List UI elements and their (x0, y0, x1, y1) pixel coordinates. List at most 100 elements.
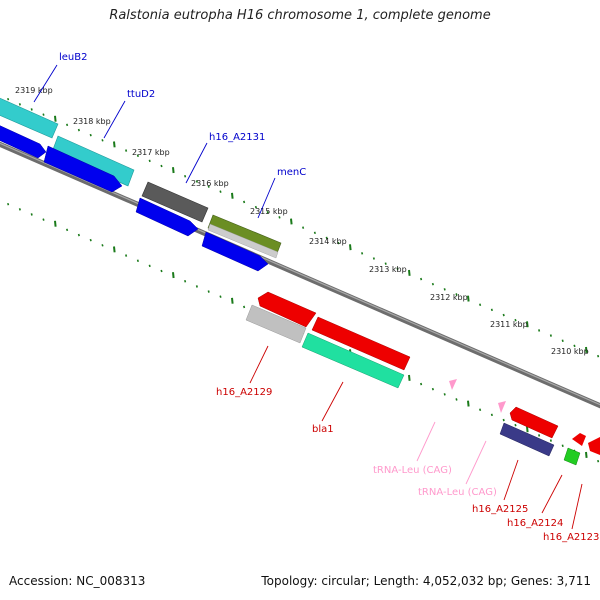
cds-red-h16-a2123[interactable] (572, 433, 586, 446)
minor-tick (42, 218, 45, 221)
minor-tick (184, 279, 187, 283)
gene-label-trna-leu-2[interactable]: tRNA-Leu (CAG) (418, 487, 497, 498)
gene-feature-h16-a2131[interactable] (141, 181, 209, 223)
cds-red-2[interactable] (311, 316, 411, 371)
major-tick (54, 115, 57, 122)
kbp-labels: 2319 kbp 2318 kbp 2317 kbp 2316 kbp 2315… (15, 86, 589, 356)
minor-tick (219, 190, 222, 193)
minor-tick (148, 264, 151, 268)
minor-tick (431, 282, 434, 286)
minor-tick (160, 164, 163, 168)
gene-feature-green[interactable] (563, 447, 581, 466)
minor-tick (514, 318, 517, 322)
gene-label-menC[interactable]: menC (277, 167, 306, 178)
major-tick (408, 374, 411, 381)
minor-tick (514, 423, 517, 427)
gene-label-leuB2[interactable]: leuB2 (59, 52, 88, 63)
gene-feature-bla1[interactable] (301, 332, 405, 389)
gene-label-trna-leu-1[interactable]: tRNA-Leu (CAG) (373, 465, 452, 476)
cds-blue-3[interactable] (135, 197, 199, 237)
minor-tick (597, 459, 600, 463)
gene-feature-gray-forward[interactable] (207, 223, 279, 259)
gene-label-h16-a2131[interactable]: h16_A2131 (209, 132, 265, 143)
minor-tick (443, 288, 446, 291)
cds-red-h16-a2125[interactable] (509, 406, 559, 439)
minor-tick (490, 308, 493, 312)
trna-leu-1[interactable] (449, 379, 457, 390)
minor-tick (313, 231, 316, 235)
kbp-label: 2319 kbp (15, 86, 53, 95)
gene-label-h16-a2124[interactable]: h16_A2124 (507, 518, 563, 529)
minor-tick (89, 133, 92, 137)
kbp-label: 2316 kbp (191, 179, 229, 188)
minor-tick (278, 216, 281, 219)
minor-tick (195, 180, 198, 183)
gene-feature-ttuD2[interactable] (51, 135, 135, 187)
cds-blue-4[interactable] (201, 231, 269, 272)
major-tick (54, 220, 57, 227)
major-tick (526, 426, 529, 433)
cds-red-edge[interactable] (588, 437, 600, 455)
reverse-features (245, 291, 600, 466)
kbp-label: 2317 kbp (132, 148, 170, 157)
minor-tick (538, 434, 541, 437)
minor-tick (361, 252, 364, 255)
minor-tick (337, 241, 340, 245)
minor-tick (479, 303, 482, 307)
gene-label-h16-a2125[interactable]: h16_A2125 (472, 504, 528, 515)
minor-tick (455, 293, 458, 296)
minor-tick (89, 238, 92, 242)
minor-tick (207, 185, 210, 188)
minor-tick (396, 267, 399, 271)
kbp-label: 2312 kbp (430, 293, 468, 302)
outer-scale-track (7, 97, 600, 358)
minor-tick (431, 387, 434, 391)
minor-tick (18, 103, 21, 106)
minor-tick (502, 313, 505, 317)
gene-label-ttuD2[interactable]: ttuD2 (127, 89, 155, 100)
minor-tick (573, 344, 576, 348)
minor-tick (384, 262, 387, 265)
kbp-label: 2311 kbp (490, 320, 528, 329)
kbp-label: 2314 kbp (309, 237, 347, 246)
gene-feature-leuB2[interactable] (0, 96, 59, 139)
minor-tick (18, 208, 21, 211)
minor-tick (101, 244, 104, 247)
cds-blue-2[interactable] (43, 145, 123, 193)
minor-tick (502, 418, 505, 422)
kbp-label: 2313 kbp (369, 265, 407, 274)
major-tick (113, 246, 116, 253)
minor-tick (538, 329, 541, 332)
minor-tick (160, 269, 163, 273)
minor-tick (125, 149, 128, 152)
gene-feature-h16-a2124[interactable] (499, 422, 555, 457)
major-tick (290, 218, 293, 225)
minor-tick (549, 439, 552, 442)
major-tick (172, 272, 175, 279)
minor-tick (266, 210, 269, 214)
minor-tick (195, 285, 198, 288)
cds-red-h16-a2129[interactable] (257, 291, 317, 328)
minor-tick (66, 228, 69, 232)
major-tick (467, 295, 470, 302)
minor-tick (561, 444, 564, 448)
kbp-label: 2310 kbp (551, 347, 589, 356)
minor-tick (7, 202, 10, 206)
minor-tick (420, 277, 423, 281)
gene-label-h16-a2123[interactable]: h16_A2123 (543, 532, 599, 543)
trna-leu-2[interactable] (498, 401, 506, 413)
minor-tick (490, 413, 493, 417)
minor-tick (7, 97, 10, 101)
minor-tick (420, 382, 423, 386)
gene-label-bla1[interactable]: bla1 (312, 424, 334, 435)
minor-tick (302, 226, 305, 229)
minor-tick (243, 200, 246, 204)
cds-blue-1[interactable] (0, 122, 47, 159)
major-tick (172, 167, 175, 174)
minor-tick (136, 154, 139, 158)
gene-feature-gray-reverse[interactable] (245, 304, 307, 344)
gene-label-h16-a2129[interactable]: h16_A2129 (216, 387, 272, 398)
minor-tick (184, 174, 187, 178)
